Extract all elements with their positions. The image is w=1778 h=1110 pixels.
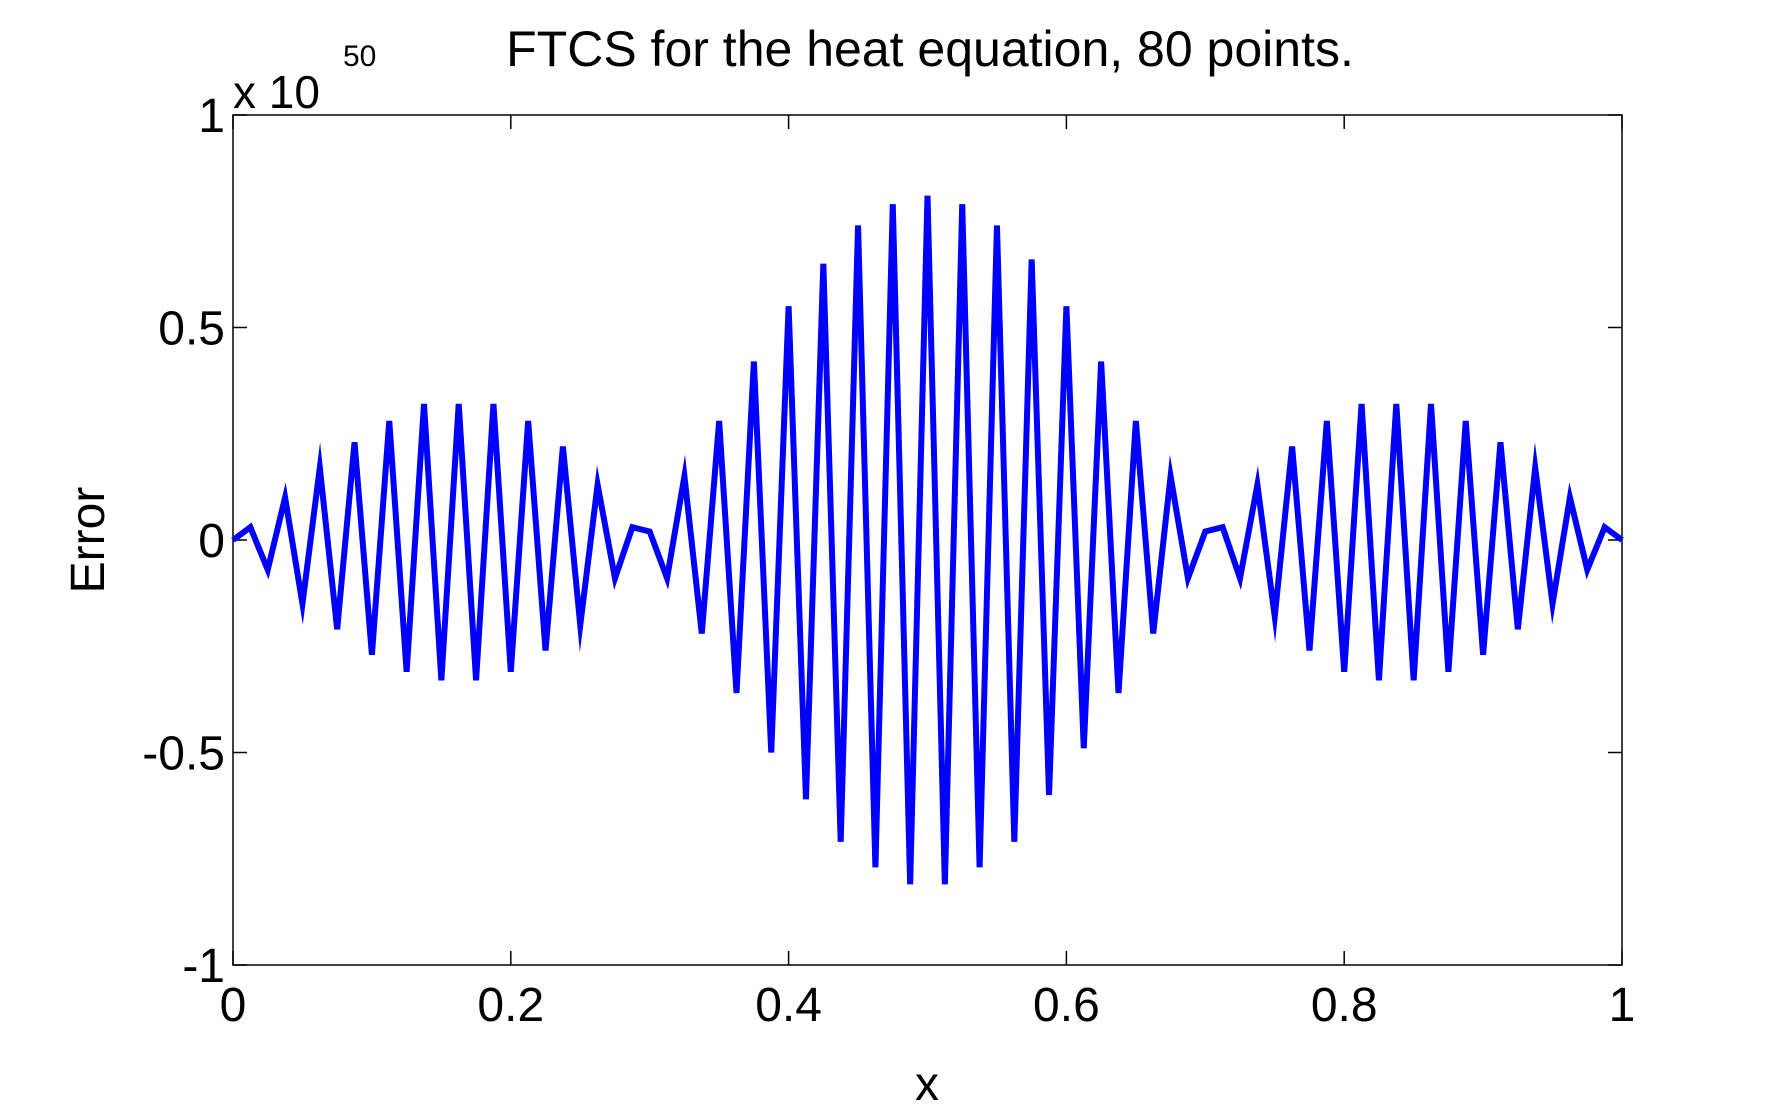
y-tick-label: 1 [198, 90, 225, 143]
x-tick-label: 0 [220, 979, 247, 1032]
x-tick-label: 0.6 [1033, 979, 1100, 1032]
y-tick-label: 0.5 [158, 303, 225, 356]
tick-labels: 0 0.2 0.4 0.6 0.8 1 -1 -0.5 0 0.5 1 [142, 90, 1635, 1032]
x-tick-label: 0.4 [755, 979, 822, 1032]
y-multiplier-exponent: 50 [343, 40, 376, 73]
chart-title: FTCS for the heat equation, 80 points. [506, 21, 1354, 77]
y-multiplier-base: x 10 [233, 66, 320, 118]
x-tick-label: 0.8 [1311, 979, 1378, 1032]
y-tick-label: 0 [198, 515, 225, 568]
y-axis-label: Error [62, 487, 115, 594]
y-tick-label: -1 [182, 940, 225, 993]
y-tick-label: -0.5 [142, 728, 225, 781]
x-tick-label: 0.2 [477, 979, 544, 1032]
tick-marks [232, 114, 1623, 966]
error-series-line [231, 195, 1624, 885]
x-tick-label: 1 [1609, 979, 1636, 1032]
x-axis-label: x [915, 1058, 939, 1110]
